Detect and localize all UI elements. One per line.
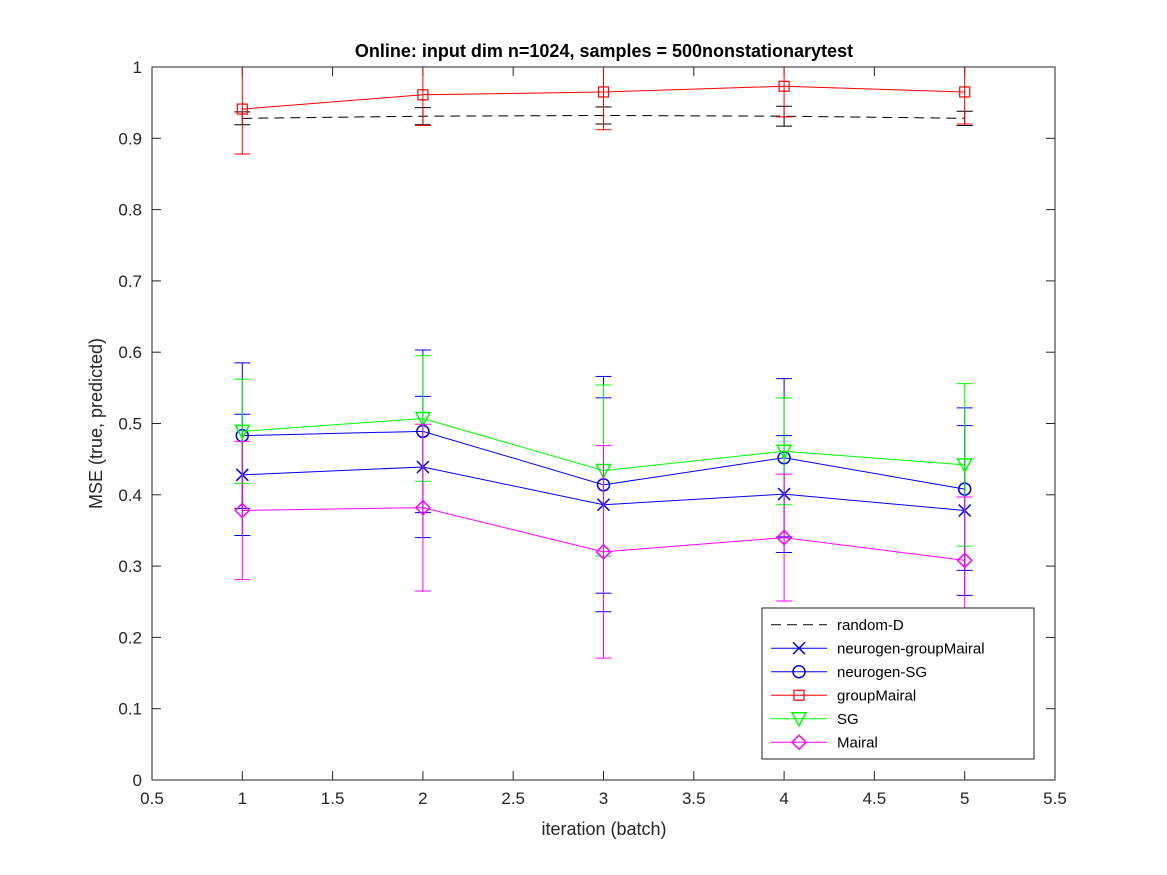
x-tick-label: 2	[418, 789, 427, 808]
data-point	[417, 89, 429, 101]
error-bar	[414, 67, 431, 126]
x-tick-label: 2.5	[501, 789, 525, 808]
legend-label: neurogen-groupMairal	[837, 640, 985, 657]
y-tick-label: 0.5	[118, 415, 142, 434]
x-tick-label: 1.5	[321, 789, 345, 808]
y-tick-label: 1	[133, 58, 142, 77]
legend-swatch-marker	[792, 665, 806, 679]
legend-swatch-marker	[793, 689, 805, 701]
x-axis-label: iteration (batch)	[541, 819, 666, 839]
error-bar	[956, 67, 973, 125]
legend-entry: neurogen-SG	[771, 664, 927, 681]
error-bar	[234, 67, 251, 155]
y-tick-label: 0.1	[118, 700, 142, 719]
y-tick-label: 0	[133, 771, 142, 790]
legend-label: Mairal	[837, 734, 878, 751]
chart-title: Online: input dim n=1024, samples = 500n…	[355, 41, 853, 61]
legend-swatch-marker	[792, 641, 806, 655]
data-point	[414, 411, 432, 428]
series-groupMairal	[234, 67, 973, 155]
data-point	[778, 80, 790, 92]
x-tick-label: 4	[779, 789, 788, 808]
legend-swatch-marker-stroke-b	[792, 641, 806, 655]
series-line	[242, 507, 965, 561]
y-tick-label: 0.9	[118, 129, 142, 148]
data-point	[956, 458, 973, 474]
legend: random-D neurogen-groupMairal neurogen-SG g…	[761, 607, 1035, 760]
legend-swatch-marker	[790, 712, 808, 728]
plot-series	[234, 67, 973, 659]
legend-entry: Mairal	[771, 734, 878, 751]
data-point	[414, 499, 431, 516]
legend-entry: SG	[771, 711, 859, 728]
y-tick-label: 0.4	[118, 486, 142, 505]
legend-entry: random-D	[771, 617, 904, 634]
x-tick-label: 5.5	[1043, 789, 1067, 808]
error-bar	[776, 67, 793, 118]
x-tick-label: 0.5	[140, 789, 164, 808]
x-tick-label: 1	[238, 789, 247, 808]
y-tick-label: 0.8	[118, 201, 142, 220]
x-tick-label: 3	[599, 789, 608, 808]
x-tick-label: 3.5	[682, 789, 706, 808]
y-tick-label: 0.3	[118, 557, 142, 576]
x-tick-label: 4.5	[863, 789, 887, 808]
legend-swatch-marker	[790, 734, 808, 751]
data-point	[234, 424, 251, 440]
legend-entry: groupMairal	[771, 687, 916, 704]
series-Mairal	[234, 423, 973, 659]
data-point	[956, 552, 973, 569]
legend-label: SG	[837, 711, 859, 728]
data-point	[236, 103, 248, 115]
legend-label: neurogen-SG	[837, 664, 927, 681]
data-point	[959, 86, 971, 98]
legend-box	[761, 607, 1035, 760]
y-axis-label: MSE (true, predicted)	[86, 338, 106, 509]
legend-entry: neurogen-groupMairal	[771, 640, 985, 657]
legend-label: groupMairal	[837, 687, 916, 704]
data-point	[776, 529, 793, 546]
data-point	[597, 86, 610, 98]
plot-frame	[151, 66, 1056, 781]
data-point	[234, 502, 251, 519]
data-point	[595, 543, 612, 560]
error-bar	[595, 67, 612, 131]
y-tick-label: 0.7	[118, 272, 142, 291]
x-tick-label: 5	[960, 789, 969, 808]
y-tick-label: 0.2	[118, 628, 142, 647]
legend-label: random-D	[837, 617, 904, 634]
data-point	[775, 444, 793, 460]
series-line	[242, 85, 965, 110]
y-tick-label: 0.6	[118, 343, 142, 362]
